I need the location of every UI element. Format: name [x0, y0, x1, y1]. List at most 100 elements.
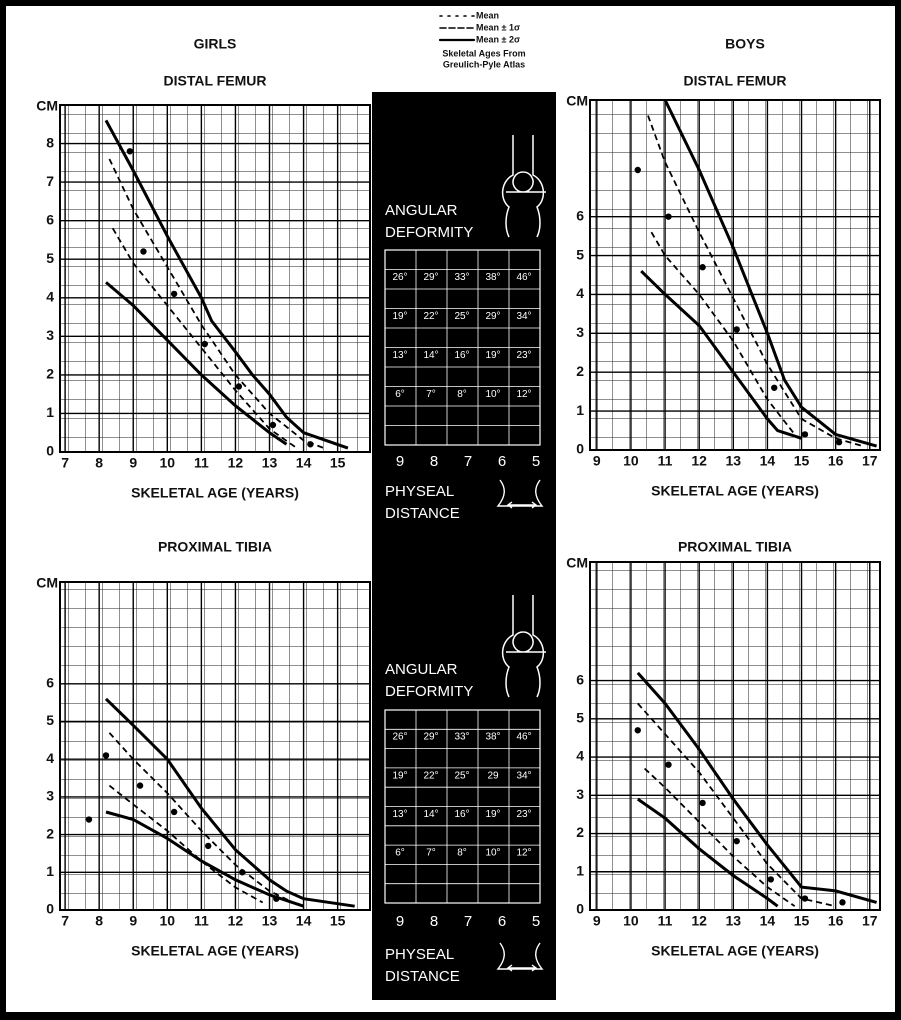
- nomogram-cell: 19°: [392, 770, 407, 781]
- mean-point: [86, 816, 92, 822]
- legend-note: Greulich-Pyle Atlas: [443, 59, 525, 69]
- y-tick-label: 3: [46, 788, 54, 804]
- x-tick-label: 13: [262, 455, 278, 471]
- x-tick-label: 10: [160, 455, 176, 471]
- x-tick-label: 10: [160, 913, 176, 929]
- y-tick-label: 6: [46, 211, 54, 227]
- x-tick-label: 12: [228, 455, 244, 471]
- legend-label: Mean ± 1σ: [476, 22, 520, 32]
- x-axis-label: SKELETAL AGE (YEARS): [131, 943, 299, 959]
- mean-point: [137, 782, 143, 788]
- page: GIRLS BOYS MeanMean ± 1σMean ± 2σSkeleta…: [0, 0, 901, 1020]
- y-tick-label: 5: [46, 250, 54, 266]
- y-tick-label: 7: [46, 173, 54, 189]
- x-tick-label: 15: [794, 913, 810, 929]
- nomogram-cell: 33°: [454, 272, 469, 283]
- minor-grid: [590, 562, 880, 910]
- mean-point: [103, 752, 109, 758]
- x-tick-label: 7: [61, 455, 69, 471]
- y-tick-label: 5: [576, 709, 584, 725]
- x-tick-label: 9: [593, 453, 601, 469]
- y-axis-label: CM: [566, 93, 588, 109]
- nomogram-cell: 6°: [395, 389, 405, 400]
- nomogram-label: DISTANCE: [385, 968, 460, 985]
- x-tick-label: 17: [862, 913, 878, 929]
- nomogram-scale: 5: [532, 453, 540, 470]
- nomogram-label: DEFORMITY: [385, 683, 473, 700]
- nomogram-label: ANGULAR: [385, 661, 458, 678]
- y-tick-label: 0: [576, 441, 584, 457]
- x-tick-label: 17: [862, 453, 878, 469]
- y-tick-label: 4: [576, 285, 584, 301]
- y-tick-label: 0: [46, 443, 54, 459]
- nomogram-label: ANGULAR: [385, 202, 458, 219]
- mean-point: [836, 439, 842, 445]
- x-axis-label: SKELETAL AGE (YEARS): [131, 485, 299, 501]
- y-axis-label: CM: [36, 98, 58, 114]
- y-tick-label: 1: [576, 402, 584, 418]
- y-tick-label: 0: [576, 901, 584, 917]
- nomogram-cell: 29: [487, 770, 499, 781]
- group-title: BOYS: [725, 36, 765, 52]
- nomogram-cell: 26°: [392, 732, 407, 743]
- group-title: GIRLS: [194, 36, 237, 52]
- nomogram-cell: 22°: [423, 770, 438, 781]
- nomogram-cell: 25°: [454, 311, 469, 322]
- nomogram-cell: 26°: [392, 272, 407, 283]
- nomogram-cell: 29°: [485, 311, 500, 322]
- chart-title: DISTAL FEMUR: [684, 73, 787, 89]
- figure: GIRLS BOYS MeanMean ± 1σMean ± 2σSkeleta…: [0, 0, 901, 1020]
- nomogram-cell: 14°: [423, 350, 438, 361]
- nomogram-cell: 19°: [485, 350, 500, 361]
- mean-point: [802, 431, 808, 437]
- mean-point: [273, 895, 279, 901]
- x-tick-label: 13: [726, 913, 742, 929]
- x-tick-label: 9: [129, 455, 137, 471]
- x-tick-label: 11: [658, 453, 673, 469]
- mean-point: [635, 167, 641, 173]
- y-tick-label: 4: [46, 750, 54, 766]
- y-tick-label: 6: [576, 671, 584, 687]
- x-tick-label: 8: [95, 913, 103, 929]
- nomogram-scale: 6: [498, 453, 506, 470]
- nomogram-cell: 7°: [426, 389, 436, 400]
- nomogram-cell: 46°: [516, 732, 531, 743]
- y-tick-label: 6: [576, 207, 584, 223]
- y-tick-label: 0: [46, 901, 54, 917]
- x-tick-label: 16: [828, 913, 844, 929]
- nomogram-scale: 7: [464, 453, 472, 470]
- nomogram-cell: 23°: [516, 350, 531, 361]
- nomogram-cell: 23°: [516, 809, 531, 820]
- mean-point: [239, 869, 245, 875]
- nomogram-cell: 34°: [516, 311, 531, 322]
- x-tick-label: 15: [330, 913, 346, 929]
- x-tick-label: 11: [658, 913, 673, 929]
- nomogram-cell: 13°: [392, 809, 407, 820]
- x-tick-label: 14: [296, 455, 312, 471]
- nomogram-cell: 12°: [516, 389, 531, 400]
- x-tick-label: 12: [691, 453, 707, 469]
- nomogram-cell: 6°: [395, 847, 405, 858]
- mean-point: [665, 761, 671, 767]
- x-tick-label: 9: [129, 913, 137, 929]
- y-tick-label: 4: [576, 748, 584, 764]
- y-tick-label: 5: [46, 712, 54, 728]
- nomogram-label: PHYSEAL: [385, 946, 454, 963]
- nomogram-cell: 19°: [392, 311, 407, 322]
- y-tick-label: 3: [576, 324, 584, 340]
- x-tick-label: 11: [194, 455, 209, 471]
- legend-note: Skeletal Ages From: [442, 48, 525, 58]
- mean-point: [205, 843, 211, 849]
- nomogram-scale: 7: [464, 913, 472, 930]
- mean-point: [699, 264, 705, 270]
- nomogram-cell: 38°: [485, 272, 500, 283]
- nomogram-label: DISTANCE: [385, 505, 460, 522]
- mean-point: [665, 213, 671, 219]
- nomogram-cell: 29°: [423, 272, 438, 283]
- mean-point: [140, 248, 146, 254]
- nomogram-scale: 9: [396, 913, 404, 930]
- mean-point: [307, 441, 313, 447]
- nomogram-cell: 29°: [423, 732, 438, 743]
- mean-point: [839, 899, 845, 905]
- x-tick-label: 12: [691, 913, 707, 929]
